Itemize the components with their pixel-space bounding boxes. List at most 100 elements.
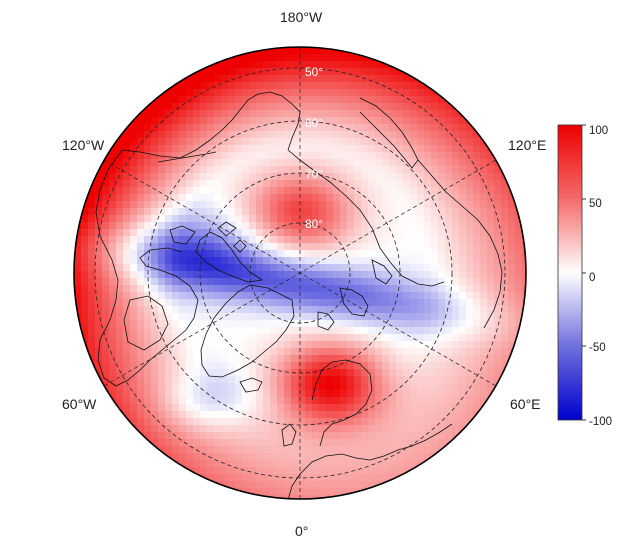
lat-label-60: 60° [305, 116, 323, 130]
field-cell [305, 362, 313, 370]
field-cell [130, 166, 138, 174]
field-cell [179, 243, 187, 251]
field-cell [368, 215, 376, 223]
field-cell [291, 481, 299, 489]
field-cell [431, 411, 439, 419]
field-cell [214, 439, 222, 447]
field-cell [186, 362, 194, 370]
field-cell [263, 145, 271, 153]
field-cell [214, 208, 222, 216]
field-cell [214, 229, 222, 237]
field-cell [130, 404, 138, 412]
field-cell [214, 166, 222, 174]
field-cell [410, 432, 418, 440]
field-cell [340, 82, 348, 90]
field-cell [123, 208, 131, 216]
field-cell [417, 138, 425, 146]
hudson-bay [123, 295, 169, 351]
field-cell [291, 222, 299, 230]
field-cell [333, 96, 341, 104]
field-cell [270, 306, 278, 314]
field-cell [445, 215, 453, 223]
field-cell [200, 75, 208, 83]
field-cell [375, 453, 383, 461]
field-cell [326, 103, 334, 111]
field-cell [459, 145, 467, 153]
field-cell [165, 166, 173, 174]
field-cell [326, 264, 334, 272]
field-cell [298, 159, 306, 167]
field-cell [319, 61, 327, 69]
field-cell [144, 341, 152, 349]
field-cell [473, 180, 481, 188]
field-cell [109, 320, 117, 328]
field-cell [277, 481, 285, 489]
field-cell [410, 334, 418, 342]
field-cell [403, 334, 411, 342]
field-cell [494, 334, 502, 342]
field-cell [452, 243, 460, 251]
field-cell [221, 152, 229, 160]
field-cell [165, 369, 173, 377]
field-cell [179, 397, 187, 405]
field-cell [277, 61, 285, 69]
field-cell [200, 362, 208, 370]
field-cell [375, 117, 383, 125]
field-cell [298, 327, 306, 335]
field-cell [452, 334, 460, 342]
field-cell [116, 369, 124, 377]
field-cell [389, 285, 397, 293]
field-cell [277, 47, 285, 55]
field-cell [410, 96, 418, 104]
field-cell [438, 355, 446, 363]
field-cell [221, 425, 229, 433]
field-cell [165, 208, 173, 216]
field-cell [410, 362, 418, 370]
field-cell [158, 110, 166, 118]
field-cell [466, 201, 474, 209]
field-cell [165, 152, 173, 160]
field-cell [403, 222, 411, 230]
field-cell [256, 474, 264, 482]
field-cell [242, 194, 250, 202]
field-cell [123, 173, 131, 181]
field-cell [452, 425, 460, 433]
field-cell [382, 334, 390, 342]
alaska-coast [231, 91, 301, 151]
field-cell [137, 369, 145, 377]
field-cell [354, 313, 362, 321]
field-cell [186, 474, 194, 482]
field-cell [501, 306, 509, 314]
field-cell [445, 152, 453, 160]
field-cell [249, 432, 257, 440]
field-cell [333, 376, 341, 384]
field-cell [438, 257, 446, 265]
field-cell [242, 313, 250, 321]
field-cell [459, 103, 467, 111]
field-cell [312, 152, 320, 160]
field-cell [382, 145, 390, 153]
field-cell [424, 152, 432, 160]
field-cell [431, 82, 439, 90]
field-cell [445, 313, 453, 321]
field-cell [116, 320, 124, 328]
field-cell [487, 236, 495, 244]
field-cell [242, 369, 250, 377]
field-cell [466, 250, 474, 258]
field-cell [340, 446, 348, 454]
field-cell [193, 257, 201, 265]
field-cell [326, 362, 334, 370]
field-cell [214, 369, 222, 377]
field-cell [340, 341, 348, 349]
field-cell [291, 124, 299, 132]
field-cell [333, 103, 341, 111]
field-cell [130, 264, 138, 272]
field-cell [249, 292, 257, 300]
field-cell [151, 425, 159, 433]
field-cell [382, 89, 390, 97]
field-cell [312, 292, 320, 300]
field-cell [445, 390, 453, 398]
field-cell [375, 82, 383, 90]
field-cell [382, 75, 390, 83]
field-cell [284, 432, 292, 440]
